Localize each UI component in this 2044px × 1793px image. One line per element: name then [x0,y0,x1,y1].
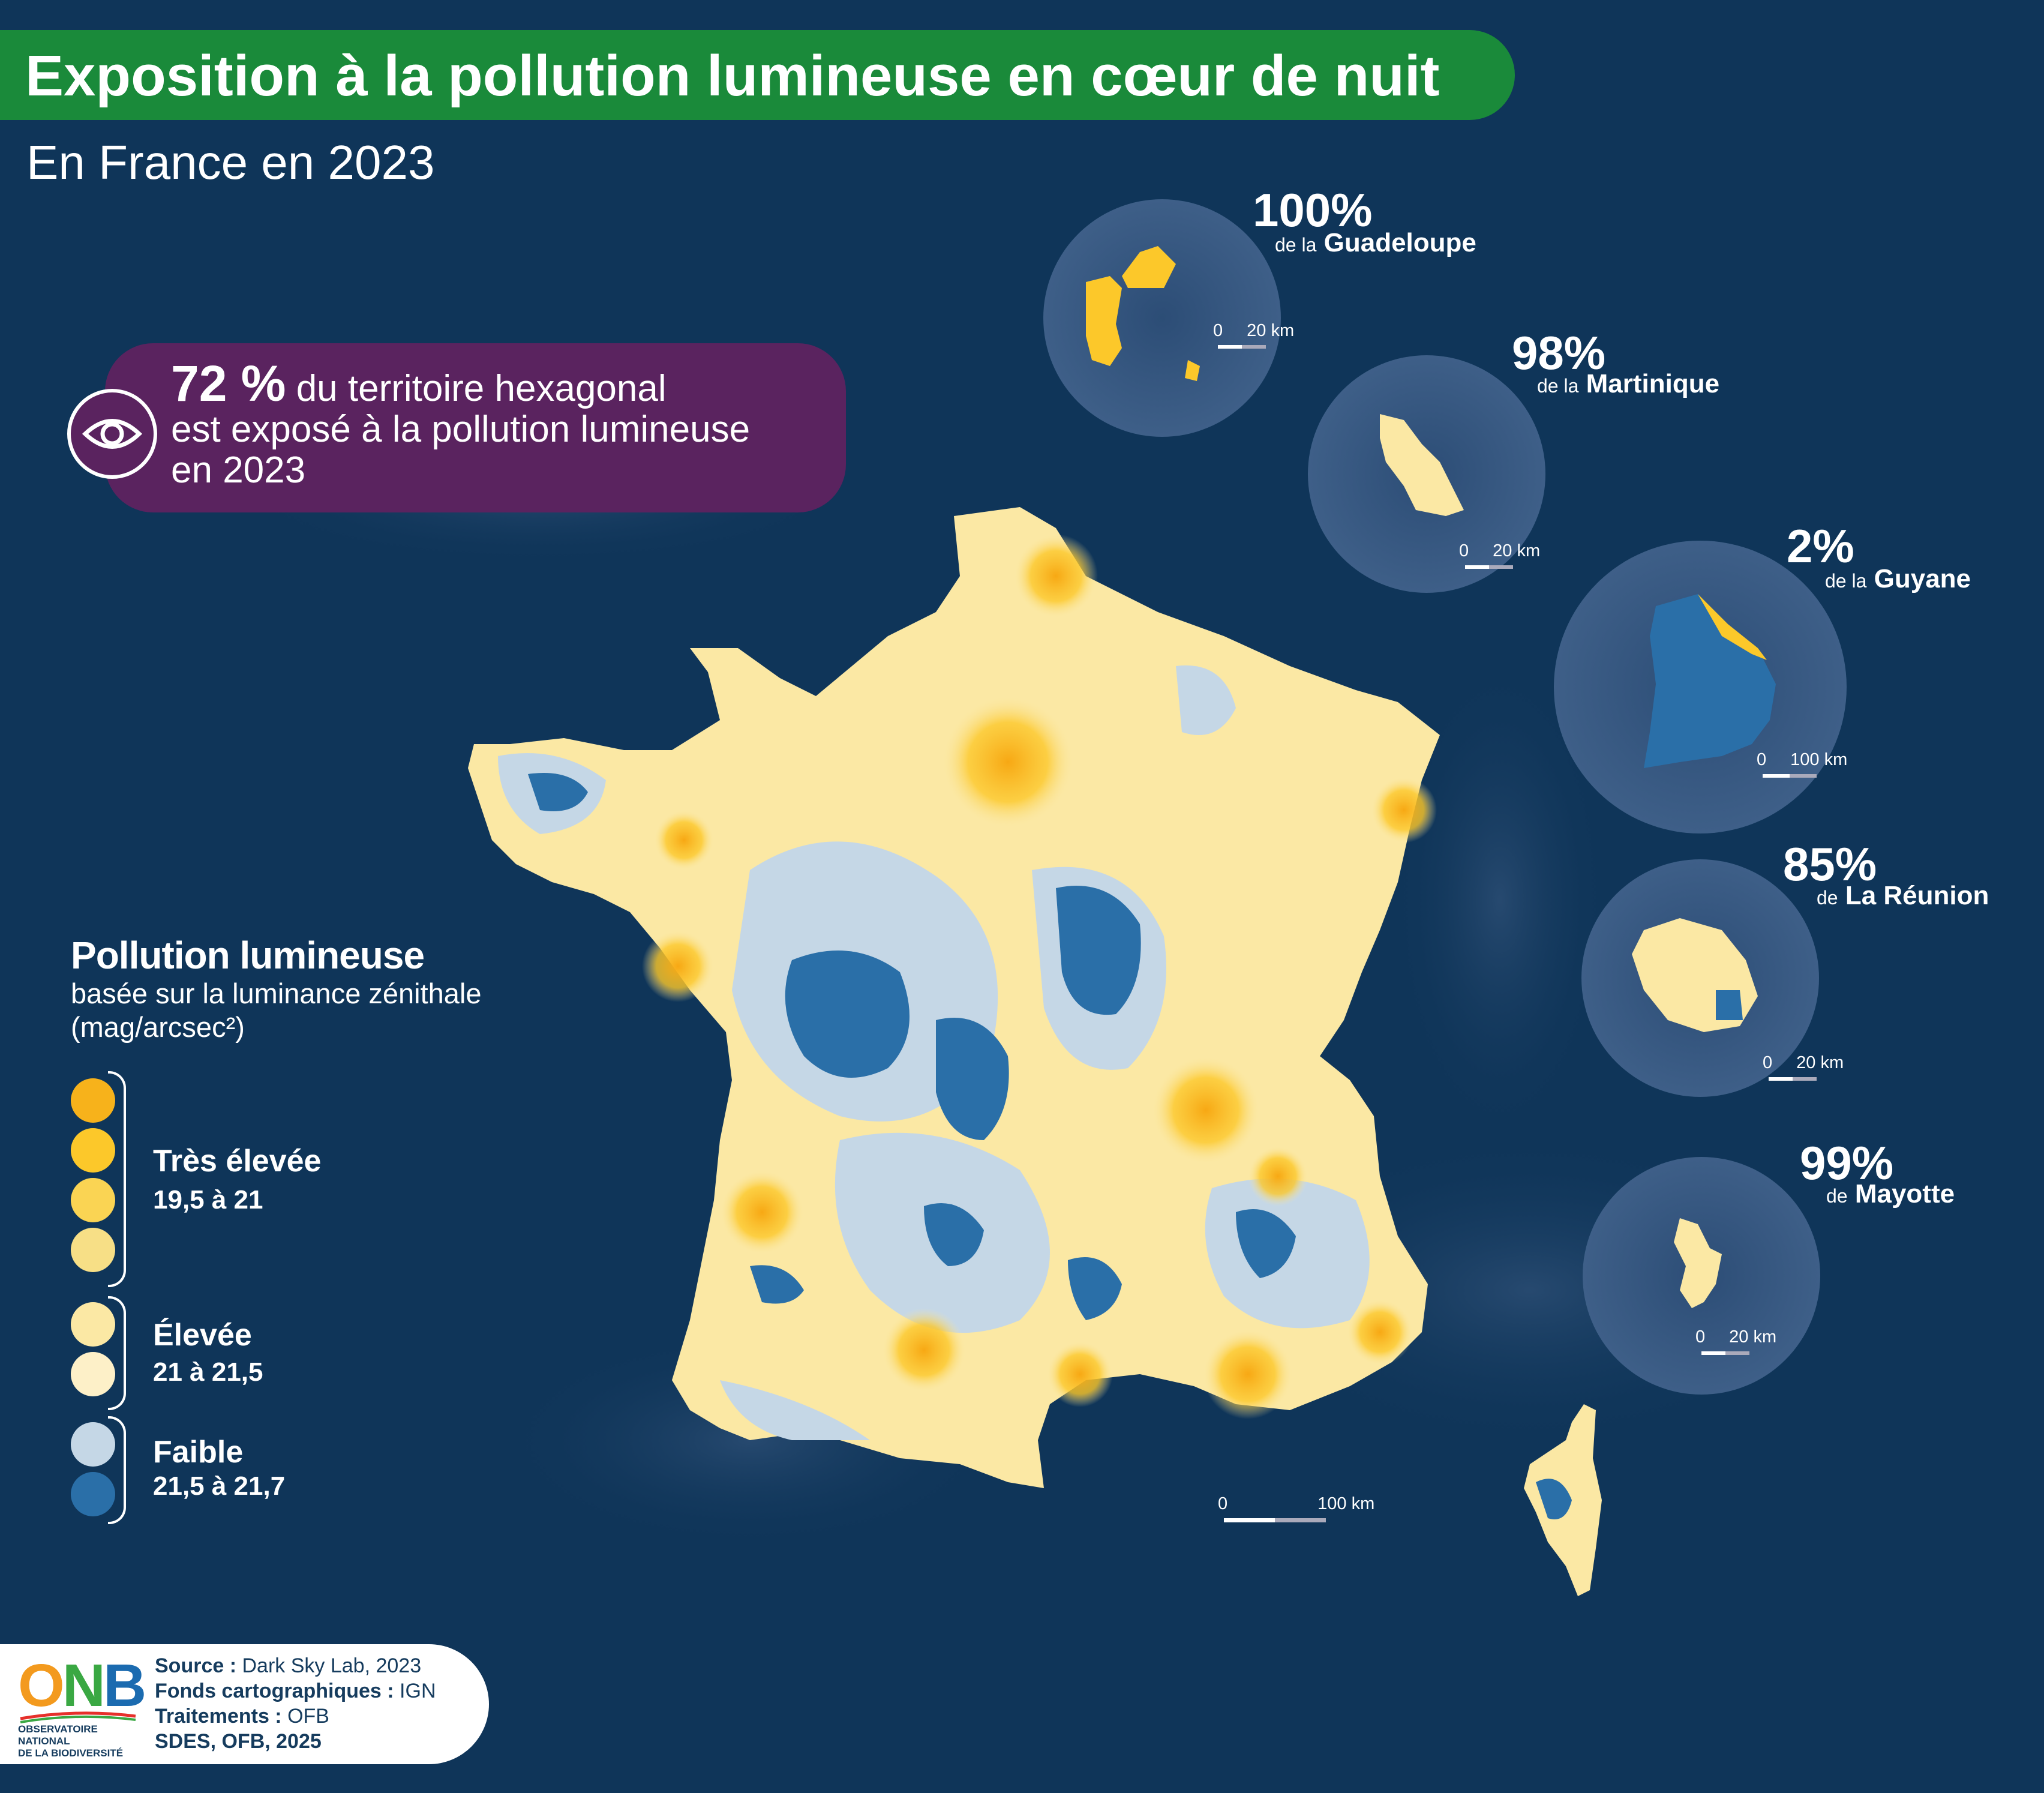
low-pollution-zone [720,1380,870,1440]
darkest-sky-zone [785,951,910,1078]
darkest-sky-zone [924,1203,984,1266]
corsica-dark-zone [1536,1479,1572,1519]
legend-subtitle: basée sur la luminance zénithale (mag/ar… [71,978,482,1043]
reunion-percent: 85% [1783,838,1877,890]
darkest-sky-zone [1068,1257,1122,1320]
metropolitan-france-map [468,507,1440,1488]
title-bar [0,30,1515,120]
darkest-sky-zone [1236,1209,1296,1278]
toulouse-hotspot [882,1308,966,1392]
legend-label-very-high: Très élevée [153,1144,322,1179]
grenoble-hotspot [1248,1146,1308,1206]
legend-label-low: Faible [153,1435,244,1470]
guadeloupe-scale: 0 20 km [1213,321,1295,340]
lille-hotspot [1014,534,1098,618]
onb-logo: ONB [18,1652,146,1719]
darkest-sky-zone [528,773,588,811]
callout-percent: 72 % [171,355,286,412]
paris-hotspot [942,696,1074,828]
martinique-percent: 98% [1512,326,1606,379]
guadeloupe-scale-bar [1218,345,1266,349]
legend-range-high: 21 à 21,5 [153,1357,263,1387]
mayotte-label: de Mayotte [1826,1179,1955,1209]
lyon-hotspot [1152,1056,1260,1164]
rennes-hotspot [654,810,714,870]
guyane-scale: 0 100 km [1757,750,1848,769]
mayotte-map [1674,1218,1722,1308]
martinique-scale: 0 20 km [1459,541,1541,560]
legend-swatch-very-high-2 [71,1128,115,1173]
guadeloupe-label: de la Guadeloupe [1275,228,1476,257]
bordeaux-hotspot [720,1170,804,1254]
guyane-percent: 2% [1787,520,1854,572]
page-subtitle: En France en 2023 [26,136,435,189]
callout-line1: du territoire hexagonal [296,368,667,409]
main-scale-bar [1224,1518,1326,1522]
low-pollution-zone [1176,665,1236,735]
legend-swatch-very-high-1 [71,1078,115,1123]
legend-swatch-high-2 [71,1352,115,1396]
source-box [0,1644,489,1764]
legend-range-very-high: 19,5 à 21 [153,1185,263,1215]
guyane-scale-bar [1763,774,1817,778]
callout-text: 72 % du territoire hexagonal est exposé … [171,358,837,491]
mayotte-scale-bar [1701,1351,1749,1355]
nantes-hotspot [642,930,714,1002]
darkest-sky-zone [750,1265,804,1304]
neighbour-land-glow [1392,660,1608,1140]
legend-range-low: 21,5 à 21,7 [153,1471,286,1501]
guadeloupe-percent: 100% [1253,184,1373,236]
callout-line3: en 2023 [171,449,306,491]
darkest-sky-zone [1056,886,1141,1015]
montpellier-hotspot [1047,1341,1113,1407]
onb-caption: OBSERVATOIRE NATIONAL DE LA BIODIVERSITÉ [18,1723,124,1759]
strasbourg-hotspot [1371,777,1437,843]
guadeloupe-circle [1043,199,1281,437]
page-title: Exposition à la pollution lumineuse en c… [25,44,1440,108]
legend-title: Pollution lumineuse [71,934,425,977]
reunion-dark-zone [1716,990,1743,1020]
onb-logo-swoosh [20,1711,136,1723]
darkest-sky-zone [936,1018,1009,1140]
guyane-label: de la Guyane [1825,564,1971,593]
marseille-hotspot [1203,1329,1293,1419]
legend-swatch-very-high-3 [71,1178,115,1222]
reunion-scale-bar [1769,1077,1817,1081]
guyane-coast-lit [1698,594,1767,660]
reunion-scale: 0 20 km [1763,1053,1844,1072]
reunion-label: de La Réunion [1817,881,1989,910]
mayotte-percent: 99% [1800,1137,1894,1189]
source-text: Source : Dark Sky Lab, 2023 Fonds cartog… [155,1654,436,1753]
eye-icon [67,389,157,479]
martinique-label: de la Martinique [1537,369,1720,398]
martinique-map [1380,414,1464,516]
legend-swatch-low-1 [71,1422,115,1467]
legend-swatch-low-2 [71,1472,115,1516]
main-scale: 0 100 km [1218,1494,1375,1513]
callout-line2: est exposé à la pollution lumineuse [171,409,751,450]
stat-callout [105,343,846,512]
legend-label-high: Élevée [153,1318,252,1353]
legend-swatch-high-1 [71,1302,115,1347]
nice-hotspot [1347,1299,1413,1365]
mayotte-scale: 0 20 km [1695,1327,1777,1347]
martinique-scale-bar [1465,565,1513,569]
legend-swatch-very-high-4 [71,1228,115,1272]
guadeloupe-map [1086,246,1200,381]
